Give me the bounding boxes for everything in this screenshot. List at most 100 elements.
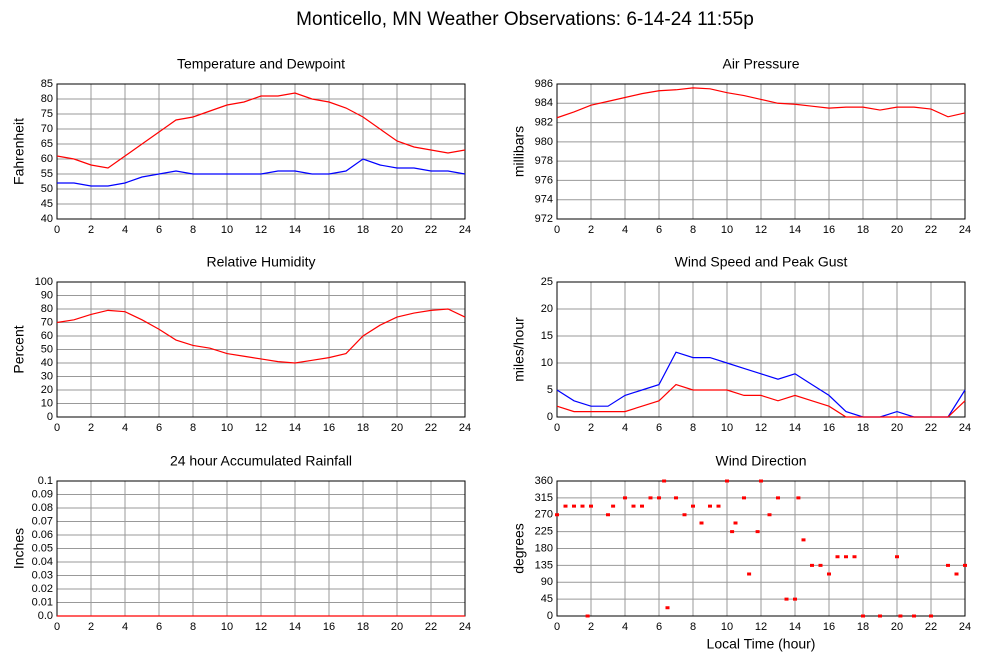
x-tick-label: 22 — [925, 422, 937, 434]
x-tick-label: 2 — [88, 422, 94, 434]
y-tick-label: 982 — [535, 116, 553, 128]
x-tick-label: 2 — [588, 621, 594, 633]
data-point — [716, 504, 721, 508]
x-tick-label: 14 — [289, 422, 301, 434]
x-tick-label: 16 — [823, 224, 835, 236]
x-tick-label: 14 — [289, 621, 301, 633]
data-point — [563, 504, 568, 508]
x-tick-label: 18 — [357, 224, 369, 236]
x-tick-label: 18 — [357, 422, 369, 434]
y-tick-label: 984 — [535, 97, 553, 109]
y-tick-label: 0.03 — [32, 569, 53, 581]
data-point — [852, 555, 857, 559]
x-tick-label: 24 — [459, 621, 471, 633]
data-point — [878, 614, 882, 618]
x-tick-label: 0 — [54, 422, 60, 434]
x-tick-label: 6 — [156, 621, 162, 633]
y-tick-label: 60 — [41, 153, 53, 165]
x-tick-label: 10 — [721, 224, 733, 236]
x-tick-label: 16 — [823, 422, 835, 434]
x-tick-label: 12 — [255, 422, 267, 434]
y-tick-label: 40 — [41, 213, 53, 225]
y-tick-label: 100 — [35, 276, 53, 288]
x-tick-label: 0 — [54, 621, 60, 633]
y-axis-label: miles/hour — [511, 317, 527, 382]
chart-title: Relative Humidity — [207, 254, 316, 270]
x-tick-label: 4 — [622, 224, 628, 236]
y-tick-label: 0.07 — [32, 515, 53, 527]
y-tick-label: 30 — [41, 370, 53, 382]
chart-title: Wind Speed and Peak Gust — [675, 254, 848, 270]
x-tick-label: 8 — [190, 422, 196, 434]
data-point — [954, 572, 959, 576]
x-tick-label: 6 — [656, 422, 662, 434]
data-point — [818, 563, 823, 567]
series-line — [556, 383, 966, 418]
data-point — [767, 513, 772, 517]
x-tick-label: 12 — [255, 621, 267, 633]
data-point — [946, 563, 950, 567]
x-tick-label: 4 — [122, 224, 128, 236]
x-tick-label: 16 — [323, 224, 335, 236]
y-axis-label: Inches — [11, 528, 27, 569]
y-tick-label: 135 — [535, 559, 553, 571]
x-tick-label: 2 — [588, 422, 594, 434]
data-point — [898, 614, 903, 618]
y-tick-label: 0.04 — [32, 556, 53, 568]
y-tick-label: 360 — [535, 475, 553, 487]
x-tick-label: 24 — [959, 621, 971, 633]
x-tick-label: 14 — [789, 224, 801, 236]
plot-border — [56, 281, 466, 418]
data-point — [742, 496, 746, 500]
data-point — [572, 504, 576, 508]
y-tick-label: 85 — [41, 78, 53, 90]
x-tick-label: 16 — [323, 621, 335, 633]
y-tick-label: 45 — [41, 198, 53, 210]
chart-title: Wind Direction — [715, 453, 806, 469]
plot-border — [556, 281, 966, 418]
x-tick-label: 16 — [323, 422, 335, 434]
data-point — [793, 597, 797, 601]
y-tick-label: 80 — [41, 93, 53, 105]
data-point — [835, 555, 840, 559]
series-line — [556, 351, 966, 418]
x-tick-label: 20 — [891, 224, 903, 236]
x-tick-label: 2 — [588, 224, 594, 236]
x-tick-label: 0 — [554, 224, 560, 236]
data-point — [929, 614, 933, 618]
x-tick-label: 0 — [554, 621, 560, 633]
y-tick-label: 90 — [41, 289, 53, 301]
x-tick-label: 4 — [122, 422, 128, 434]
x-tick-label: 10 — [221, 621, 233, 633]
x-tick-label: 12 — [755, 621, 767, 633]
x-tick-label: 10 — [221, 422, 233, 434]
data-point — [662, 479, 667, 483]
y-tick-label: 70 — [41, 316, 53, 328]
series-line — [57, 158, 466, 187]
x-tick-label: 6 — [156, 422, 162, 434]
x-tick-label: 2 — [88, 224, 94, 236]
y-tick-label: 45 — [541, 593, 553, 605]
data-point — [725, 479, 729, 483]
x-tick-label: 18 — [857, 422, 869, 434]
y-tick-label: 5 — [547, 384, 553, 396]
data-point — [801, 538, 806, 542]
x-axis-label: Local Time (hour) — [707, 636, 816, 652]
chart-title: Temperature and Dewpoint — [177, 56, 345, 72]
y-tick-label: 978 — [535, 155, 553, 167]
x-tick-label: 22 — [925, 224, 937, 236]
chart-title: Air Pressure — [722, 56, 799, 72]
data-point — [555, 513, 559, 517]
y-tick-label: 0 — [547, 411, 553, 423]
y-tick-label: 10 — [541, 357, 553, 369]
data-point — [755, 530, 760, 534]
y-tick-label: 972 — [535, 213, 553, 225]
y-tick-label: 50 — [41, 343, 53, 355]
y-tick-label: 0.0 — [38, 610, 53, 622]
data-point — [606, 513, 610, 517]
y-tick-label: 0.08 — [32, 502, 53, 514]
y-tick-label: 225 — [535, 526, 553, 538]
series-line — [556, 87, 966, 119]
x-tick-label: 8 — [690, 422, 696, 434]
